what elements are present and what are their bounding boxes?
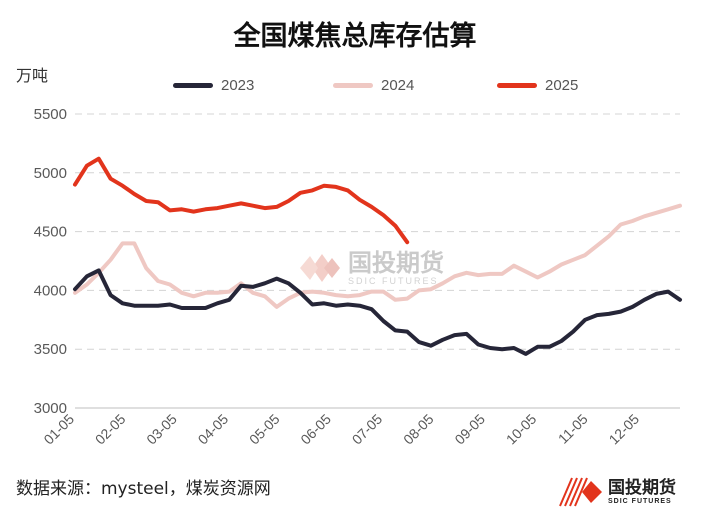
legend-swatch-2024 [333, 82, 373, 88]
series-line-2023 [73, 268, 682, 356]
y-tick-label: 4000 [34, 282, 67, 299]
logo-name-en: SDIC FUTURES [608, 497, 672, 505]
sdic-diamond-watermark-icon [300, 254, 340, 282]
sdic-stripes-logo-icon [559, 477, 602, 507]
legend-item-2024: 2024 [333, 76, 414, 94]
x-tick-label: 12-05 [606, 411, 643, 448]
y-tick-label: 5000 [34, 165, 67, 182]
y-tick-label: 3500 [34, 341, 67, 358]
x-tick-label: 02-05 [92, 411, 129, 448]
legend-swatch-2025 [497, 82, 537, 88]
chart-title: 全国煤焦总库存估算 [233, 21, 477, 52]
x-tick-label: 04-05 [195, 411, 232, 448]
y-tick-label: 5500 [34, 106, 67, 123]
series-line-2024 [73, 203, 682, 309]
legend-label-2023: 2023 [221, 76, 255, 94]
data-source-note: 数据来源：mysteel，煤炭资源网 [16, 479, 271, 499]
legend-label-2025: 2025 [545, 76, 579, 94]
watermark-cn: 国投期货 [348, 249, 444, 277]
series-lines [73, 156, 682, 356]
grid-lines [75, 113, 680, 409]
x-tick-label: 05-05 [246, 411, 283, 448]
x-tick-label: 08-05 [400, 411, 437, 448]
x-tick-label: 07-05 [349, 411, 386, 448]
legend-item-2023: 2023 [173, 76, 254, 94]
legend-label-2024: 2024 [381, 76, 415, 94]
series-line-2025 [73, 156, 410, 245]
y-tick-labels: 3000 3500 4000 4500 5000 5500 [34, 106, 67, 417]
y-axis-unit: 万吨 [16, 66, 49, 85]
x-tick-label: 06-05 [297, 411, 334, 448]
y-tick-label: 3000 [34, 400, 67, 417]
watermark-en: SDIC FUTURES [348, 276, 439, 286]
x-tick-labels: 01-05 02-05 03-05 04-05 05-05 06-05 07-05 08-05… [40, 411, 642, 448]
x-tick-label: 03-05 [143, 411, 180, 448]
y-tick-label: 4500 [34, 224, 67, 241]
x-tick-label: 10-05 [503, 411, 540, 448]
legend-item-2025: 2025 [497, 76, 578, 94]
x-tick-label: 11-05 [555, 411, 591, 447]
logo-name-cn: 国投期货 [608, 477, 676, 498]
x-tick-label: 09-05 [451, 411, 488, 448]
legend-swatch-2023 [173, 82, 213, 88]
brand-logo: 国投期货 SDIC FUTURES [558, 474, 676, 508]
watermark: 国投期货 SDIC FUTURES [296, 248, 444, 288]
